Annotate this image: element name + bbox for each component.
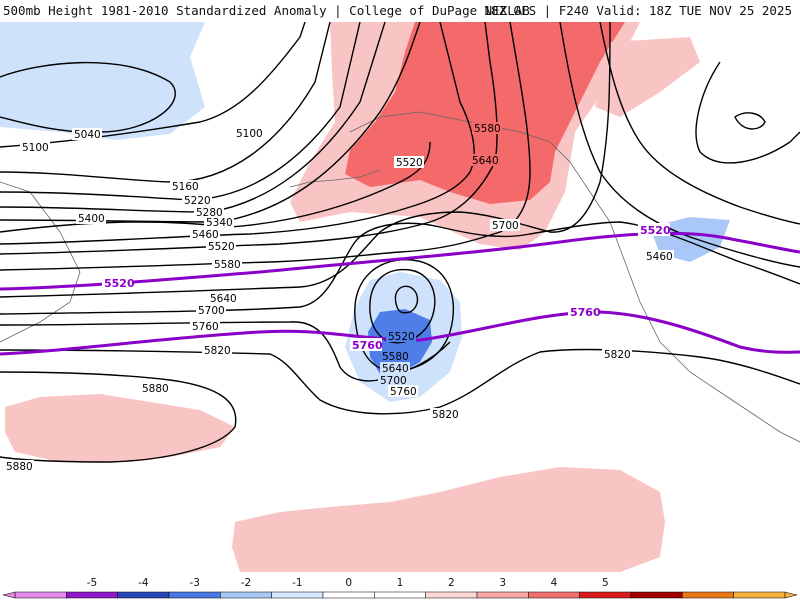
- legend-tick-label: 5: [602, 577, 609, 589]
- anomaly-light-blue-nw: [0, 22, 205, 140]
- legend-color-segment: [374, 591, 426, 599]
- coastline-aleutians: [289, 169, 381, 188]
- legend-canvas: -5 -4 -3 -2 -1 0 1 2 3 4 5: [2, 577, 798, 599]
- label-5640-west: 5640: [210, 293, 237, 305]
- contour-labels: 5040 5100 5100 5160 5220 5280 5340 5400 …: [4, 122, 674, 473]
- label-5400: 5400: [78, 213, 105, 225]
- label-5160: 5160: [172, 181, 199, 193]
- anomaly-color-legend: -5 -4 -3 -2 -1 0 1 2 3 4 5: [0, 572, 800, 600]
- legend-color-segment: [14, 591, 67, 599]
- model-run-info: 18Z GFS | F240 Valid: 18Z TUE NOV 25 202…: [483, 3, 792, 18]
- contour-5100: [0, 22, 306, 148]
- label-5220: 5220: [184, 195, 211, 207]
- legend-color-segment: [220, 591, 272, 599]
- legend-tick-label: 0: [345, 577, 352, 589]
- legend-tick-label: -2: [241, 577, 251, 589]
- label-5520-west: 5520: [208, 241, 235, 253]
- contour-west-coast-1: [559, 22, 800, 268]
- label-5040: 5040: [74, 129, 101, 141]
- anomaly-light-red-pacific-north: [595, 37, 700, 117]
- anomaly-map: 5040 5100 5100 5160 5220 5280 5340 5400 …: [0, 22, 800, 572]
- legend-arrow-left: [2, 591, 16, 599]
- legend-tick-label: 2: [448, 577, 455, 589]
- purple-contour-5520: [0, 231, 800, 291]
- legend-color-segment: [579, 591, 632, 599]
- label-5820-south: 5820: [432, 409, 459, 421]
- purple-contour-5760: [0, 310, 800, 356]
- contour-5700: [0, 221, 800, 315]
- legend-color-segment: [425, 591, 478, 599]
- legend-tick-label: -3: [189, 577, 199, 589]
- legend-color-segment: [66, 591, 118, 599]
- label-5580-low: 5580: [382, 351, 409, 363]
- legend-color-segment: [682, 591, 734, 599]
- contour-west-coast-2: [599, 22, 800, 225]
- contour-ne-pacific-ridge: [695, 61, 800, 164]
- label-5700-east: 5700: [492, 220, 519, 232]
- label-5880-south: 5880: [6, 461, 33, 473]
- key-label-5760-west: 5760: [352, 339, 383, 352]
- contour-5040: [0, 61, 176, 133]
- legend-tick-label: -1: [292, 577, 302, 589]
- label-5580-west: 5580: [214, 259, 241, 271]
- anomaly-light-red-central-pacific: [5, 394, 235, 462]
- legend-color-segment: [476, 591, 529, 599]
- legend-tick-label: -5: [87, 577, 97, 589]
- label-5100-west: 5100: [22, 142, 49, 154]
- label-5760-low: 5760: [390, 386, 417, 398]
- contour-5640: [0, 22, 611, 298]
- legend-ticks: -5 -4 -3 -2 -1 0 1 2 3 4 5: [87, 577, 609, 589]
- anomaly-shading: [0, 22, 730, 572]
- legend-tick-label: 4: [551, 577, 558, 589]
- legend-color-segment: [271, 591, 324, 599]
- label-5820-east: 5820: [604, 349, 631, 361]
- label-5340: 5340: [206, 217, 233, 229]
- label-5100-east: 5100: [236, 128, 263, 140]
- coastline-siberia: [0, 181, 81, 343]
- legend-arrow-right: [784, 591, 798, 599]
- reference-contours: [0, 231, 800, 356]
- legend-tick-label: 1: [397, 577, 404, 589]
- label-5460-west: 5460: [192, 229, 219, 241]
- label-5880-north: 5880: [142, 383, 169, 395]
- reference-labels: 5520 5520 5760 5760: [102, 223, 671, 352]
- contour-low-inner-2: [369, 268, 436, 344]
- key-label-5760-east: 5760: [570, 306, 601, 319]
- legend-color-segment: [528, 591, 580, 599]
- contour-5580: [0, 22, 531, 271]
- legend-color-bar: [2, 591, 798, 599]
- label-5820-west: 5820: [204, 345, 231, 357]
- map-title: 500mb Height 1981-2010 Standardized Anom…: [3, 3, 530, 18]
- contour-low-inner-1: [394, 285, 419, 314]
- contour-5520: [0, 22, 498, 255]
- contour-ne-ridge-inner: [734, 112, 766, 130]
- label-5520-low: 5520: [388, 331, 415, 343]
- label-5460-east: 5460: [646, 251, 673, 263]
- key-label-5520-west: 5520: [104, 277, 135, 290]
- legend-color-segment: [168, 591, 221, 599]
- anomaly-light-red-south-pacific: [232, 467, 665, 572]
- legend-color-segment: [322, 591, 375, 599]
- label-5520-north: 5520: [396, 157, 423, 169]
- legend-color-segment: [630, 591, 683, 599]
- label-5700-west: 5700: [198, 305, 225, 317]
- legend-tick-label: 3: [499, 577, 506, 589]
- label-5700-low: 5700: [380, 375, 407, 387]
- key-label-5520-east: 5520: [640, 224, 671, 237]
- legend-color-segment: [733, 591, 786, 599]
- map-header: 500mb Height 1981-2010 Standardized Anom…: [0, 0, 800, 22]
- label-5640-low: 5640: [382, 363, 409, 375]
- label-5760-west: 5760: [192, 321, 219, 333]
- contour-5880: [0, 371, 237, 463]
- legend-color-segment: [117, 591, 170, 599]
- contour-low-inner-3: [354, 259, 454, 372]
- map-canvas: 5040 5100 5100 5160 5220 5280 5340 5400 …: [0, 22, 800, 572]
- label-5580-north: 5580: [474, 123, 501, 135]
- label-5640-north: 5640: [472, 155, 499, 167]
- legend-tick-label: -4: [138, 577, 149, 589]
